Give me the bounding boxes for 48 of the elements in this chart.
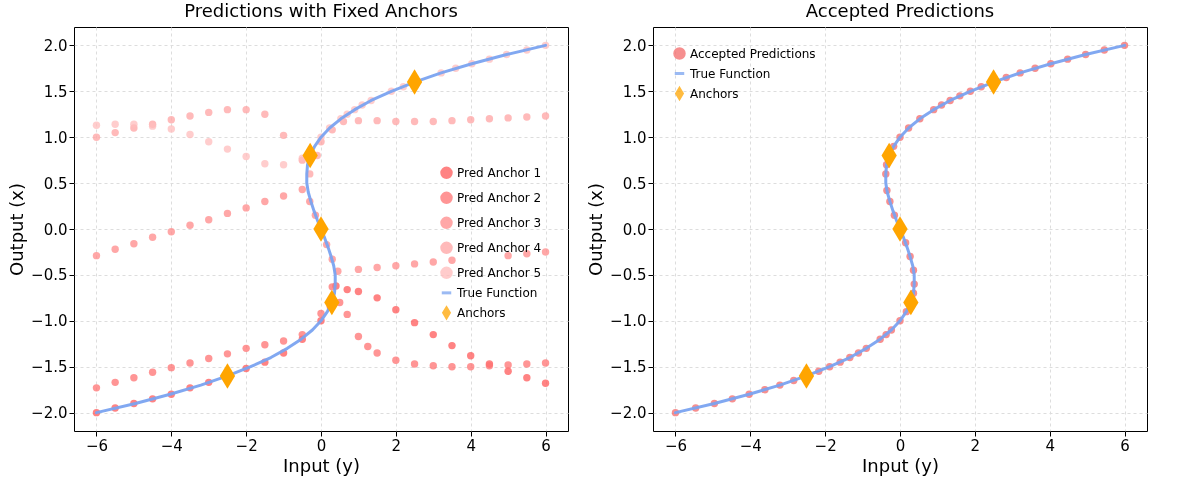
x-tick-label: 2 <box>391 436 402 455</box>
y-tick-label: 1.5 <box>43 82 68 101</box>
x-axis-title: Input (y) <box>861 454 940 476</box>
y-tick-label: −1.5 <box>31 358 68 377</box>
y-tick-label: −1.0 <box>31 312 68 331</box>
x-tick-label: −4 <box>739 436 762 455</box>
x-tick-label: 2 <box>970 436 981 455</box>
y-tick-label: 1.0 <box>43 128 68 147</box>
y-tick-label: −1.5 <box>610 358 647 377</box>
x-tick-label: 4 <box>1045 436 1055 455</box>
x-tick-label: 4 <box>466 436 476 455</box>
y-tick-label: −0.5 <box>610 266 647 285</box>
y-tick-label: −0.5 <box>31 266 68 285</box>
x-tick-label: −4 <box>160 436 183 455</box>
x-axis-title: Input (y) <box>282 454 361 476</box>
x-tick-label: −6 <box>664 436 688 455</box>
x-tick-label: 6 <box>541 436 551 455</box>
legend-label: Pred Anchor 2 <box>457 190 542 205</box>
x-tick-label: 6 <box>1120 436 1130 455</box>
legend-label: True Function <box>689 66 771 81</box>
legend-label: Pred Anchor 5 <box>457 265 542 280</box>
x-tick-label: −6 <box>85 436 109 455</box>
legend-label: Pred Anchor 3 <box>457 215 542 230</box>
y-tick-label: 0.5 <box>622 174 647 193</box>
y-tick-label: −1.0 <box>610 312 647 331</box>
y-tick-label: 1.5 <box>622 82 647 101</box>
y-axis-title: Output (x) <box>6 183 28 276</box>
legend-label: True Function <box>456 285 538 300</box>
x-tick-label: 0 <box>895 436 906 455</box>
y-tick-label: 2.0 <box>43 36 68 55</box>
legend-label: Pred Anchor 1 <box>457 165 542 180</box>
y-tick-label: −2.0 <box>31 404 68 423</box>
legend-label: Accepted Predictions <box>690 46 816 61</box>
x-tick-label: 0 <box>316 436 327 455</box>
y-tick-label: −2.0 <box>610 404 647 423</box>
y-axis-title: Output (x) <box>585 183 607 276</box>
y-tick-label: 0.5 <box>43 174 68 193</box>
legend-label: Anchors <box>690 86 739 101</box>
x-tick-label: −2 <box>814 436 837 455</box>
y-tick-label: 0.0 <box>622 220 647 239</box>
legend-label: Anchors <box>457 305 506 320</box>
y-tick-label: 0.0 <box>43 220 68 239</box>
y-tick-label: 2.0 <box>622 36 647 55</box>
legend-label: Pred Anchor 4 <box>457 240 542 255</box>
y-tick-label: 1.0 <box>622 128 647 147</box>
x-tick-label: −2 <box>235 436 258 455</box>
chart-title: Accepted Predictions <box>805 0 995 21</box>
chart-title: Predictions with Fixed Anchors <box>184 0 458 21</box>
